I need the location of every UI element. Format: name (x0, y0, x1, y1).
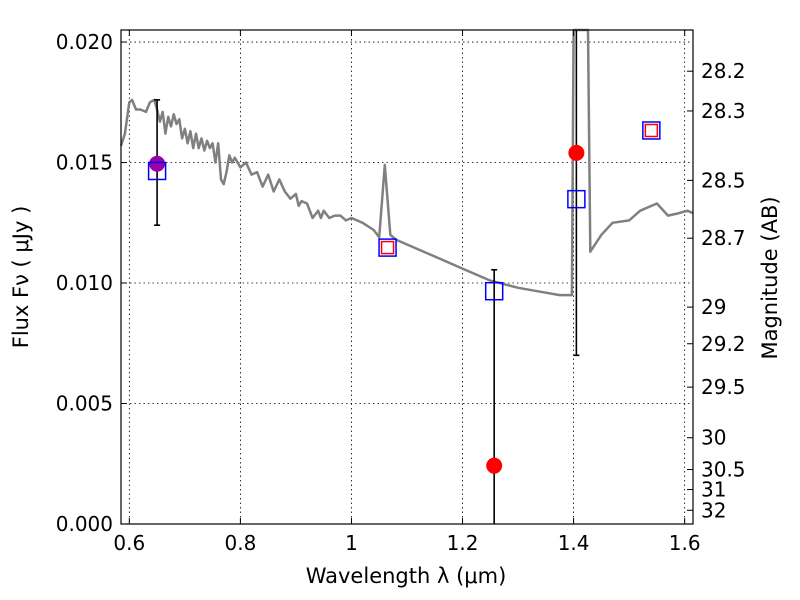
x-tick-label: 0.6 (113, 531, 145, 555)
y-tick-label: 0.015 (56, 151, 113, 175)
markers-layer (147, 121, 661, 474)
right-tick-label: 29 (701, 295, 726, 319)
observed-flux-point (568, 144, 585, 161)
model-flux-marker (567, 189, 586, 209)
model-flux-marker (378, 238, 397, 257)
x-tick-label: 1.6 (669, 531, 701, 555)
sed-template-line (119, 28, 694, 297)
sed-line-layer (119, 28, 694, 297)
right-tick-label: 31 (701, 478, 726, 502)
right-tick-label: 28.3 (701, 99, 746, 123)
right-tick-label: 29.2 (701, 332, 746, 356)
y-tick-label: 0.005 (56, 392, 113, 416)
right-tick-label: 29.5 (701, 375, 746, 399)
plot-frame (120, 29, 694, 525)
y-axis-title: Flux Fν ( μJy ) (9, 206, 33, 349)
x-tick-label: 1 (345, 531, 358, 555)
right-tick-label: 28.7 (701, 226, 746, 250)
right-tick-label: 30.5 (701, 458, 746, 482)
upper-limit-marker (380, 240, 395, 255)
observed-flux-point (486, 457, 503, 474)
model-flux-marker (642, 121, 661, 140)
y-tick-label: 0.000 (56, 512, 113, 536)
observed-flux-point (149, 155, 166, 172)
right-tick-label: 28.5 (701, 168, 746, 192)
upper-limit-marker (644, 123, 659, 138)
right-tick-label: 28.2 (701, 59, 746, 83)
x-tick-label: 1.4 (558, 531, 590, 555)
grid-lines (121, 30, 693, 525)
y-tick-label: 0.010 (56, 271, 113, 295)
x-tick-label: 1.2 (447, 531, 479, 555)
model-flux-marker (147, 161, 167, 181)
y-axis-right-title: Magnitude (AB) (758, 196, 782, 359)
model-flux-marker (484, 281, 504, 301)
y-axis-left: 0.000 0.005 0.010 0.015 0.020 (56, 30, 127, 536)
y-tick-label: 0.020 (56, 30, 113, 54)
x-tick-label: 0.8 (224, 531, 256, 555)
error-bars-layer (154, 30, 580, 524)
right-tick-label: 30 (701, 426, 726, 450)
right-tick-label: 32 (701, 498, 726, 522)
x-axis-title: Wavelength λ (μm) (306, 564, 507, 588)
x-axis: 0.6 0.8 1 1.2 1.4 1.6 (113, 30, 701, 555)
